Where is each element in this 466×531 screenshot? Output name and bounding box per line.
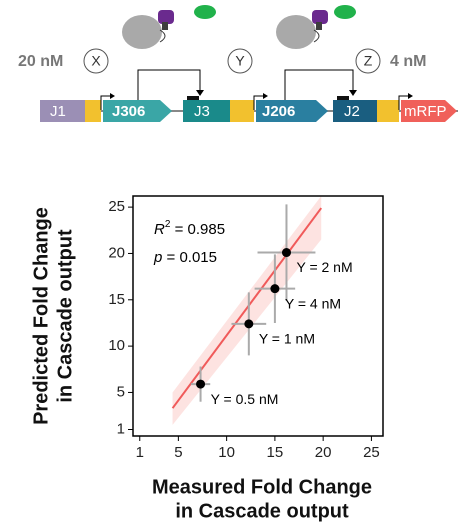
annotation: p = 0.015 — [153, 249, 217, 266]
icons — [122, 5, 356, 49]
part-label: J206 — [262, 103, 295, 120]
r-symbol: R — [154, 221, 165, 238]
y-tick-label: 20 — [108, 244, 125, 261]
left-conc: 20 nM — [18, 53, 63, 70]
y-tick-label: 10 — [108, 337, 125, 354]
plot-frame — [132, 195, 384, 437]
y-axis-title: in Cascade output — [54, 229, 76, 403]
input-circle — [355, 48, 381, 74]
y-tick-label: 1 — [117, 420, 125, 437]
p-symbol: p — [153, 249, 162, 266]
y-axis-title: Predicted Fold Change — [30, 207, 52, 425]
y-tick-label: 5 — [117, 383, 125, 400]
annotation: R2 = 0.985 — [154, 219, 225, 238]
r-value: = 0.985 — [170, 221, 225, 238]
part-label: J1 — [50, 103, 66, 120]
p-value: = 0.015 — [162, 249, 217, 266]
input-label: X — [91, 53, 101, 69]
construct — [40, 69, 458, 122]
x-axis-title: Measured Fold Change — [152, 476, 372, 498]
input-circle — [227, 48, 253, 74]
x-tick-label: 5 — [174, 444, 182, 461]
point — [244, 319, 254, 329]
part-label: J2 — [344, 103, 360, 120]
x-tick-label: 10 — [218, 444, 235, 461]
part-label: mRFP — [404, 103, 447, 120]
x-axis-title: in Cascade output — [175, 500, 349, 522]
y-tick-label: 25 — [108, 198, 125, 215]
point-label: Y = 2 nM — [296, 259, 352, 275]
input-label: Y — [235, 53, 245, 69]
right-conc: 4 nM — [390, 53, 426, 70]
point — [281, 248, 291, 258]
x-tick-label: 25 — [363, 444, 380, 461]
r-sup: 2 — [165, 219, 171, 230]
fit-line — [171, 207, 323, 409]
x-tick-label: 20 — [315, 444, 332, 461]
y-tick-label: 15 — [108, 291, 125, 308]
point-label: Y = 0.5 nM — [211, 391, 279, 407]
part-label: J306 — [112, 103, 145, 120]
point — [270, 284, 280, 294]
part-label: J3 — [194, 103, 210, 120]
point-label: Y = 1 nM — [259, 331, 315, 347]
input-circle — [83, 48, 109, 74]
point — [196, 379, 206, 389]
input-label: Z — [364, 53, 373, 69]
point-label: Y = 4 nM — [285, 295, 341, 311]
x-tick-label: 15 — [267, 444, 284, 461]
x-tick-label: 1 — [136, 444, 144, 461]
